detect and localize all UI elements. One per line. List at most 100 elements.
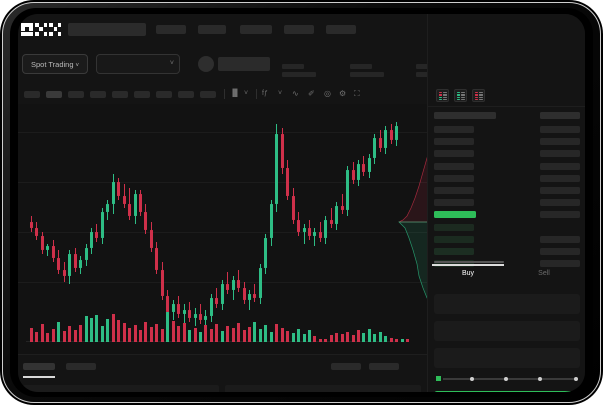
timeframe-7[interactable]	[156, 91, 172, 98]
amount-slider-dot-50[interactable]	[504, 376, 508, 381]
volume-bar	[128, 328, 132, 342]
spot-trading-dropdown[interactable]: Spot Trading ˅	[22, 54, 88, 74]
orders-action-1[interactable]	[331, 363, 361, 370]
tab-buy[interactable]: Buy	[461, 270, 475, 277]
timeframe-4[interactable]	[90, 91, 106, 98]
timeframe-2[interactable]	[46, 91, 62, 98]
fullscreen-icon[interactable]: ⛶	[354, 89, 360, 98]
orderbook-ask-row[interactable]	[434, 174, 474, 182]
timeframe-1[interactable]	[24, 91, 40, 98]
orderbook-bid-row[interactable]	[434, 260, 474, 268]
volume-bar	[95, 315, 99, 342]
candle-body	[62, 270, 66, 276]
candle-body	[275, 134, 279, 204]
volume-bar	[73, 330, 77, 342]
pencil-icon[interactable]: ✐	[308, 89, 315, 98]
timeframe-9[interactable]	[200, 91, 216, 98]
submit-buy-button[interactable]	[434, 391, 580, 392]
price-chart[interactable]	[18, 104, 427, 354]
amount-slider-dot-75[interactable]	[538, 376, 542, 381]
toolbar-divider	[224, 89, 225, 99]
candle-body	[139, 194, 142, 212]
settings-gear-icon[interactable]: ⚙	[339, 89, 347, 98]
search-input[interactable]	[68, 23, 146, 36]
indicators-icon[interactable]: fƒ	[262, 90, 268, 97]
candle-body	[209, 298, 213, 316]
orderbook-ask-row-amount[interactable]	[540, 199, 580, 207]
orders-action-2[interactable]	[369, 363, 399, 370]
depth-chart-svg	[398, 156, 427, 299]
order-field-amount[interactable]	[434, 321, 580, 341]
orderbook-mode-bids-icon[interactable]	[454, 89, 467, 102]
camera-icon[interactable]: ◎	[324, 89, 331, 98]
candle-body	[51, 246, 55, 258]
orderbook-ask-row-amount[interactable]	[540, 138, 580, 146]
orderbook-ask-row[interactable]	[434, 138, 474, 146]
candlestick-type-icon[interactable]: ▐▌	[230, 90, 240, 97]
candle-body	[237, 280, 241, 288]
orderbook-bid-row[interactable]	[434, 223, 474, 231]
candle-body	[389, 130, 393, 140]
orderbook-mode-both-icon[interactable]	[436, 89, 449, 102]
order-field-price[interactable]	[434, 294, 580, 314]
volume-bar	[193, 328, 197, 342]
volume-bar	[351, 335, 355, 342]
candle-body	[357, 164, 360, 180]
orderbook-ask-row-amount[interactable]	[540, 162, 580, 170]
candle-body	[302, 228, 306, 232]
orderbook-ask-row[interactable]	[434, 126, 474, 133]
orderbook-bid-row-amount[interactable]	[540, 235, 580, 243]
order-field-total[interactable]	[434, 348, 580, 368]
orderbook-mode-asks-icon[interactable]	[472, 89, 485, 102]
amount-slider-track[interactable]	[438, 378, 578, 380]
orders-tab-open[interactable]	[23, 363, 55, 370]
nav-item-earn[interactable]	[284, 25, 314, 34]
orderbook-spread-row[interactable]	[434, 211, 476, 219]
okx-logo-icon[interactable]	[21, 23, 62, 37]
line-tool-icon[interactable]: ∿	[292, 89, 299, 98]
coin-avatar	[198, 56, 214, 72]
orderbook-ask-row-amount[interactable]	[540, 187, 580, 194]
chevron-down-icon[interactable]: ˅	[244, 90, 249, 97]
orderbook-spread-row-amount[interactable]	[540, 211, 580, 219]
orderbook-bid-row-amount[interactable]	[540, 248, 580, 255]
orderbook-ask-row[interactable]	[434, 150, 474, 158]
timeframe-6[interactable]	[134, 91, 150, 98]
orderbook-column-header-right[interactable]	[540, 112, 580, 119]
tab-sell[interactable]: Sell	[538, 270, 550, 277]
candle-body	[155, 248, 159, 270]
orderbook-ask-row-amount[interactable]	[540, 126, 580, 133]
nav-item-trade[interactable]	[198, 25, 226, 34]
candle-body	[351, 170, 355, 180]
nav-item-more[interactable]	[326, 25, 356, 34]
orderbook-ask-row[interactable]	[434, 199, 474, 207]
orders-skeleton-right	[225, 385, 421, 392]
timeframe-5[interactable]	[112, 91, 128, 98]
volume-bar	[318, 339, 322, 342]
orderbook-bid-row[interactable]	[434, 248, 474, 255]
orderbook-scrollbar[interactable]	[434, 261, 504, 263]
nav-item-derivatives[interactable]	[240, 25, 272, 34]
chart-toolbar: ▐▌ ˅ fƒ ˅ ∿ ✐ ◎ ⚙ ⛶	[18, 84, 427, 105]
volume-bar	[133, 325, 137, 342]
candle-body	[111, 182, 115, 204]
trading-pair-select[interactable]: ˅	[96, 54, 180, 74]
orderbook-column-header-left[interactable]	[434, 112, 496, 119]
candle-body	[264, 238, 268, 268]
nav-item-markets[interactable]	[156, 25, 186, 34]
timeframe-8[interactable]	[178, 91, 194, 98]
orderbook-ask-row-amount[interactable]	[540, 150, 580, 158]
amount-slider-dot-25[interactable]	[470, 376, 474, 381]
orderbook-ask-row[interactable]	[434, 162, 474, 170]
chevron-down-2-icon[interactable]: ˅	[278, 90, 283, 97]
orderbook-ask-row[interactable]	[434, 187, 474, 194]
orderbook-bid-row-amount[interactable]	[540, 260, 580, 268]
amount-slider-handle[interactable]	[434, 374, 443, 383]
orderbook-ask-row-amount[interactable]	[540, 174, 580, 182]
timeframe-3[interactable]	[68, 91, 84, 98]
volume-bar	[100, 326, 104, 342]
orderbook-bid-row[interactable]	[434, 235, 474, 243]
orders-tab-history[interactable]	[66, 363, 96, 370]
candle-body	[318, 232, 322, 238]
amount-slider-dot-100[interactable]	[574, 376, 578, 381]
